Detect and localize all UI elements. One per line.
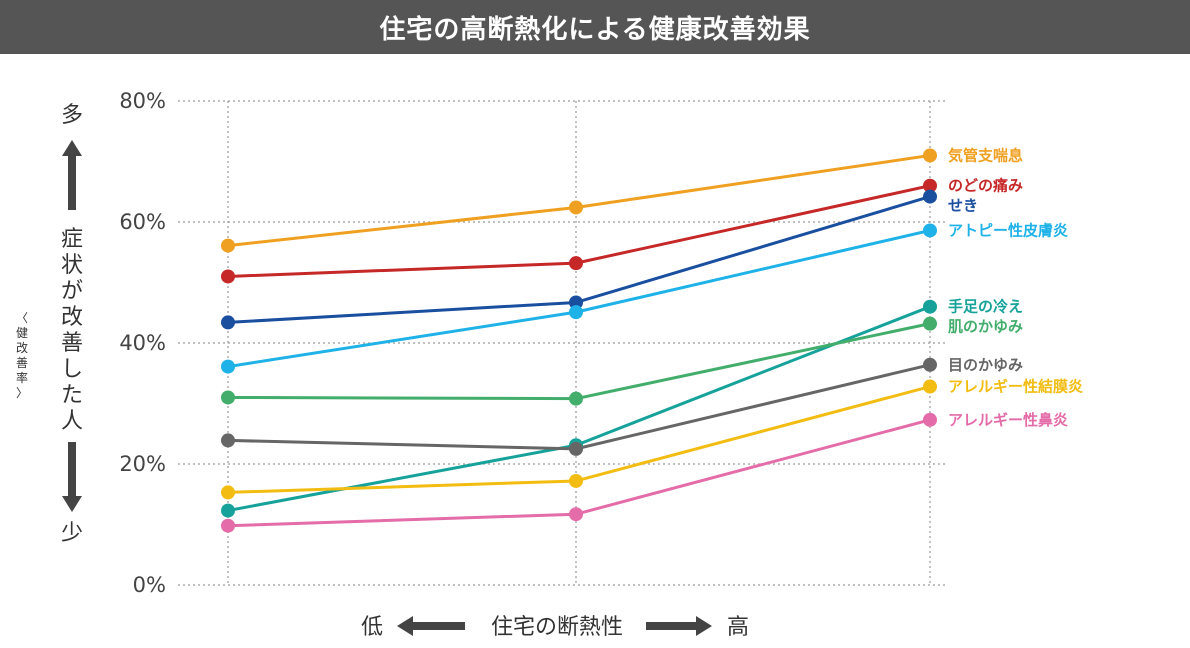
data-point [569,256,583,271]
right-arrow-icon [646,616,712,636]
series-label: 肌のかゆみ [948,318,1023,336]
y-main-char: た [61,383,83,408]
series-labels: 気管支喘息のどの痛みせきアトピー性皮膚炎手足の冷え肌のかゆみ目のかゆみアレルギー… [948,146,1083,428]
data-point [923,379,937,394]
y-main-char: が [61,279,83,304]
y-sub-char: 〉 [16,386,28,400]
series-line [227,363,931,451]
y-tick-label: 80% [119,89,166,113]
series-label: 気管支喘息 [948,146,1023,164]
x-center-label: 住宅の断熱性 [491,615,623,640]
data-point [569,305,583,320]
chart-title: 住宅の高断熱化による健康改善効果 [379,14,811,45]
series-line [227,153,931,248]
data-point [569,200,583,215]
up-arrow-icon [62,140,82,210]
data-point [221,390,235,405]
y-tick-label: 60% [119,210,166,234]
down-arrow-icon [62,442,82,512]
y-tick-label: 40% [119,331,166,355]
title-bar: 住宅の高断熱化による健康改善効果 [0,0,1190,54]
y-sub-char: 健 [16,326,28,340]
data-point [221,503,235,518]
y-tick-labels: 0% 20% 40% 60% 80% [119,89,166,597]
series-line [227,322,931,401]
series-label: せき [948,197,978,215]
series-points [221,148,937,533]
y-sub-char: 率 [16,370,28,385]
series-label: のどの痛み [948,177,1023,195]
data-point [923,299,937,314]
left-arrow-icon [397,616,465,636]
y-main-char: 善 [61,331,83,356]
data-point [923,189,937,204]
y-sub-char: 改 [16,341,28,355]
data-point [923,223,937,238]
y-bottom-label: 少 [61,521,83,546]
y-tick-label: 0% [133,573,166,597]
y-main-char: 症 [61,227,83,252]
data-point [923,412,937,427]
x-low-label: 低 [361,615,383,640]
series-label: 手足の冷え [948,298,1023,316]
y-sub-char: 善 [16,355,28,370]
data-point [221,269,235,284]
series-label: アレルギー性鼻炎 [948,411,1068,429]
data-point [569,473,583,488]
y-sub-char: 〈 [16,311,28,325]
y-tick-label: 20% [119,452,166,476]
y-top-label: 多 [61,103,83,128]
data-point [221,238,235,253]
data-point [569,441,583,456]
data-point [923,357,937,372]
data-point [923,178,937,193]
data-point [923,316,937,331]
data-point [569,391,583,406]
data-point [221,433,235,448]
y-main-char: 改 [61,305,83,330]
y-main-char: 状 [61,253,83,278]
data-point [221,359,235,374]
y-main-char: 人 [61,409,83,434]
data-point [923,148,937,163]
x-axis-annotation: 低 住宅の断熱性 高 [361,615,749,640]
series-label: 目のかゆみ [948,356,1023,374]
data-point [569,295,583,310]
series-label: アトピー性皮膚炎 [948,221,1068,239]
y-main-char: し [61,357,83,382]
x-high-label: 高 [727,615,749,640]
series-label: アレルギー性結膜炎 [948,378,1083,396]
data-point [569,507,583,522]
data-point [221,315,235,330]
data-point [221,518,235,533]
data-point [221,485,235,500]
grid-lines [178,100,945,586]
